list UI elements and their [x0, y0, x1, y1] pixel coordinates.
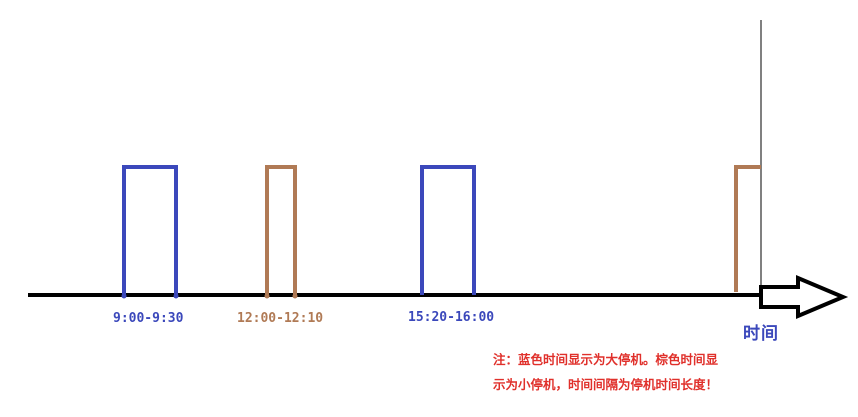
pulse-base-dot — [292, 293, 298, 299]
pulse-base-dot — [121, 293, 127, 299]
small-shutdown-pulse-1 — [265, 165, 297, 295]
large-shutdown-pulse-1 — [122, 165, 178, 295]
large-shutdown-pulse-2 — [420, 165, 476, 295]
pulse-base-dot — [173, 293, 179, 299]
time-axis-arrow-icon — [759, 274, 849, 320]
interval-label-large-2: 15:20-16:00 — [408, 310, 495, 325]
time-axis-label: 时间 — [743, 324, 779, 344]
pulse-base-dot — [264, 293, 270, 299]
legend-note-line-2: 示为小停机，时间间隔为停机时间长度！ — [493, 377, 719, 392]
legend-note-line-1: 注：蓝色时间显示为大停机。棕色时间显 — [493, 352, 719, 367]
interval-label-small-1: 12:00-12:10 — [237, 311, 324, 326]
legend-note: 注：蓝色时间显示为大停机。棕色时间显 示为小停机，时间间隔为停机时间长度！ — [493, 347, 753, 397]
interval-label-large-1: 9:00-9:30 — [113, 311, 184, 326]
small-shutdown-pulse-partial — [734, 165, 761, 292]
